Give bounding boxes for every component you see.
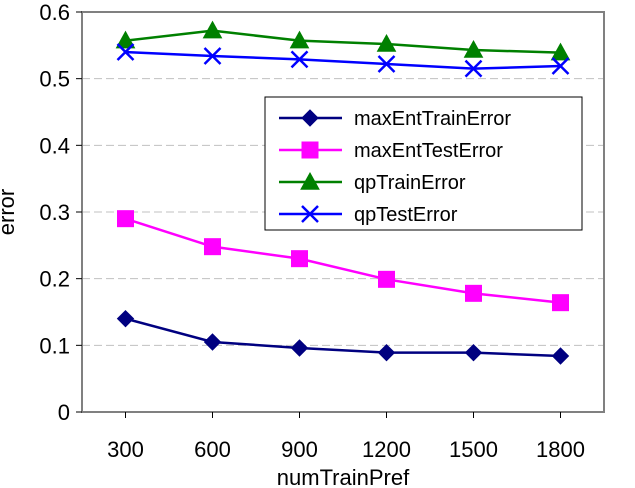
x-tick-label: 600	[194, 437, 231, 462]
y-axis-ticks: 0 0.1 0.2 0.3 0.4 0.5 0.6	[39, 0, 82, 425]
y-tick-label: 0.2	[39, 267, 70, 292]
data-point	[290, 50, 309, 69]
data-point	[116, 43, 135, 61]
series-line	[125, 217, 561, 304]
series-maxEntTestError	[117, 210, 569, 312]
data-point	[464, 343, 483, 362]
data-point	[117, 210, 134, 228]
y-tick-label: 0.5	[39, 67, 70, 92]
x-tick-label: 1200	[362, 437, 411, 462]
x-axis-label: numTrainPref	[277, 465, 410, 488]
y-tick-label: 0.3	[39, 200, 70, 225]
y-tick-label: 0	[58, 400, 70, 425]
series-group	[115, 20, 571, 365]
series-qpTestError	[116, 43, 570, 78]
data-point	[551, 347, 570, 365]
legend-entry: maxEntTrainError	[279, 108, 511, 130]
data-point	[204, 238, 221, 256]
data-point	[465, 284, 482, 302]
data-point	[290, 339, 309, 357]
data-point	[378, 270, 395, 288]
data-point	[203, 47, 222, 65]
x-tick-label: 1500	[449, 437, 498, 462]
legend-entry: qpTestError	[279, 204, 458, 226]
legend-label: qpTestError	[354, 204, 458, 226]
legend-entry: qpTrainError	[279, 171, 466, 194]
data-point	[203, 333, 222, 351]
x-tick-label: 900	[281, 437, 318, 462]
x-tick-label: 300	[107, 437, 144, 462]
data-point	[552, 294, 569, 312]
y-tick-label: 0.4	[39, 133, 70, 158]
y-axis-label: error	[0, 189, 19, 235]
legend-label: maxEntTrainError	[354, 108, 511, 130]
legend-marker	[301, 205, 319, 223]
legend: maxEntTrainError maxEntTestError qpTrainEr…	[264, 96, 583, 231]
data-point	[291, 250, 308, 268]
y-tick-label: 0.6	[39, 0, 70, 25]
y-tick-label: 0.1	[39, 333, 70, 358]
series-qpTrainError	[115, 20, 571, 61]
legend-marker	[301, 109, 319, 127]
x-axis-ticks: 300 600 900 1200 1500 1800	[107, 412, 585, 462]
data-point	[289, 30, 310, 49]
data-point	[377, 55, 396, 73]
data-point	[376, 33, 397, 52]
series-line	[125, 29, 561, 54]
data-point	[202, 20, 223, 39]
data-point	[116, 309, 135, 328]
series-maxEntTrainError	[116, 309, 570, 365]
series-line	[125, 317, 561, 358]
legend-label: maxEntTestError	[354, 140, 503, 162]
data-point	[115, 30, 136, 49]
legend-label: qpTrainError	[354, 172, 466, 194]
legend-marker	[300, 171, 320, 190]
data-point	[551, 57, 570, 75]
data-point	[377, 343, 396, 362]
legend-marker	[301, 141, 319, 159]
data-point	[550, 42, 571, 61]
data-point	[463, 39, 484, 58]
series-line	[125, 50, 561, 70]
legend-entry: maxEntTestError	[279, 140, 503, 162]
data-point	[464, 59, 483, 78]
x-tick-label: 1800	[536, 437, 585, 462]
